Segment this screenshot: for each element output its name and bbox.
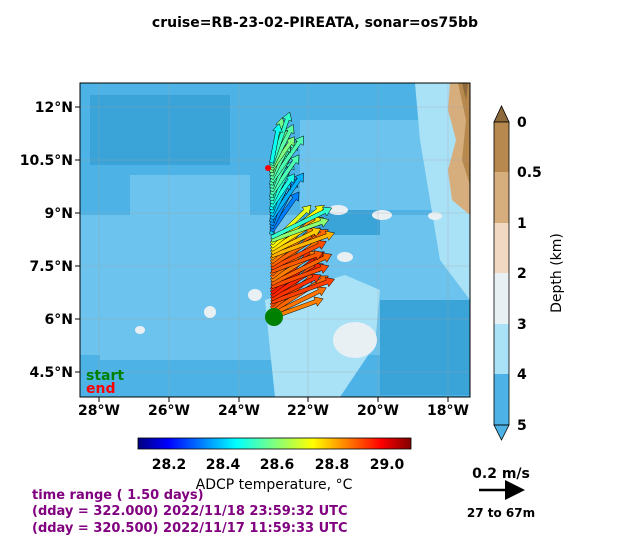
current-vectors xyxy=(269,111,335,320)
lat-tick: 9°N xyxy=(45,206,73,222)
lat-tick: 10.5°N xyxy=(20,153,73,169)
start-marker xyxy=(265,308,283,326)
lat-tick: 12°N xyxy=(35,100,73,116)
lon-tick: 26°W xyxy=(148,403,190,419)
depth-cb-bottom-extension xyxy=(493,424,510,441)
lat-tick: 4.5°N xyxy=(29,365,73,381)
lon-tick: 18°W xyxy=(427,403,469,419)
temperature-colorbar: 28.2 28.4 28.6 28.8 29.0 ADCP temperatur… xyxy=(137,437,412,493)
lon-axis: 28°W 26°W 24°W 22°W 20°W 18°W xyxy=(78,397,469,419)
depth-cb-segment xyxy=(494,223,509,273)
temp-cb-tick: 28.6 xyxy=(260,457,295,473)
depth-cb-segment xyxy=(494,122,509,172)
depth-cb-tick: 2 xyxy=(517,266,527,282)
lon-tick: 24°W xyxy=(218,403,260,419)
depth-cb-label: Depth (km) xyxy=(549,233,565,313)
temp-cb-tick: 28.2 xyxy=(152,457,187,473)
end-marker xyxy=(265,165,271,171)
scale-depth-label: 27 to 67m xyxy=(467,506,535,520)
lon-tick: 20°W xyxy=(357,403,399,419)
time-range: time range ( 1.50 days) xyxy=(32,488,204,503)
map-panel: 12°N 10.5°N 9°N 7.5°N 6°N 4.5°N 28°W 26°… xyxy=(20,82,471,419)
temp-cb-tick: 28.4 xyxy=(206,457,241,473)
temp-cb-tick: 29.0 xyxy=(370,457,405,473)
lat-tick: 7.5°N xyxy=(29,259,73,275)
depth-cb-segment xyxy=(494,374,509,425)
depth-cb-segment xyxy=(494,172,509,223)
depth-cb-top-extension xyxy=(493,105,510,123)
depth-cb-tick: 5 xyxy=(517,418,527,434)
end-label: end xyxy=(86,381,115,397)
time-end: (dday = 322.000) 2022/11/18 23:59:32 UTC xyxy=(32,504,348,519)
lat-axis: 12°N 10.5°N 9°N 7.5°N 6°N 4.5°N xyxy=(20,100,80,381)
figure-title: cruise=RB-23-02-PIREATA, sonar=os75bb xyxy=(152,15,478,31)
start-label: start xyxy=(86,368,124,384)
depth-cb-segment xyxy=(494,273,509,324)
temp-cb-label: ADCP temperature, °C xyxy=(196,477,353,493)
depth-cb-tick: 1 xyxy=(517,216,527,232)
lon-tick: 28°W xyxy=(78,403,120,419)
current-vector-arrow xyxy=(269,123,283,164)
seamounts xyxy=(135,205,442,358)
depth-cb-segment xyxy=(494,324,509,374)
temp-cb-tick: 28.8 xyxy=(315,457,350,473)
depth-cb-tick: 0 xyxy=(517,115,527,131)
map-frame xyxy=(79,82,471,398)
time-info: time range ( 1.50 days) (dday = 322.000)… xyxy=(32,488,348,536)
vector-scale: 0.2 m/s 27 to 67m xyxy=(467,466,535,520)
depth-cb-tick: 3 xyxy=(517,317,527,333)
temp-cb-gradient xyxy=(137,437,412,450)
lon-tick: 22°W xyxy=(287,403,329,419)
scale-speed-label: 0.2 m/s xyxy=(472,466,530,482)
shelf-region xyxy=(448,83,470,215)
lat-tick: 6°N xyxy=(45,312,73,328)
depth-cb-tick: 4 xyxy=(517,367,527,383)
depth-cb-tick: 0.5 xyxy=(517,165,542,181)
depth-colorbar: 0 0.5 1 2 3 4 5 Depth (km) xyxy=(493,105,565,441)
time-start: (dday = 320.500) 2022/11/17 11:59:33 UTC xyxy=(32,521,348,536)
current-vector-arrow xyxy=(270,206,333,240)
